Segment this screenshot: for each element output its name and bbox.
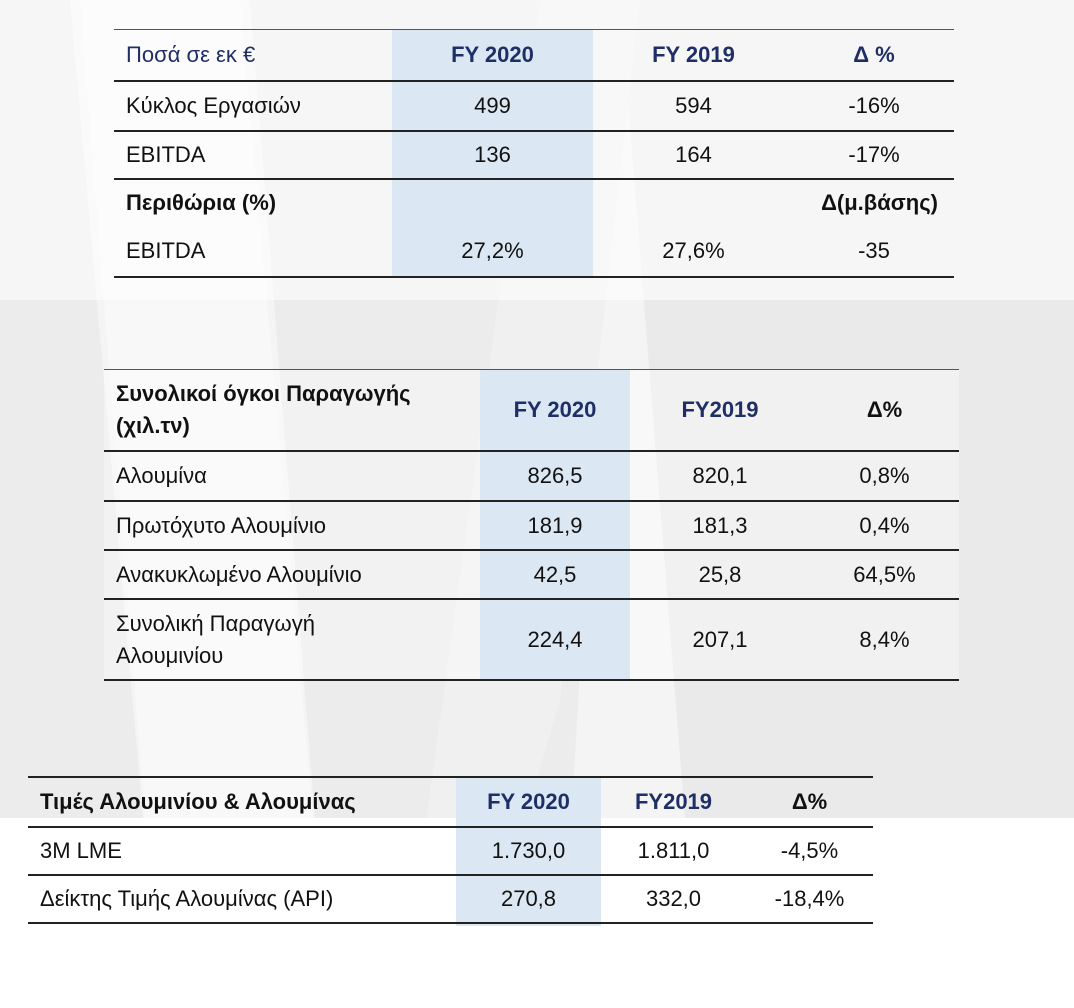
header-delta: Δ %: [853, 42, 895, 67]
table-row: Ανακυκλωμένο Αλουμίνιο 42,5 25,8 64,5%: [104, 551, 959, 598]
header-fy2020: FY 2020: [451, 42, 534, 67]
value-delta: -17%: [848, 142, 900, 167]
header-fy2020: FY 2020: [487, 789, 570, 814]
value-delta: -35: [858, 238, 890, 263]
table-row: EBITDA 27,2% 27,6% -35: [114, 226, 954, 276]
header-amounts-label: Ποσά σε εκ €: [126, 42, 256, 67]
table-top-border: [114, 29, 954, 30]
value-fy2019: 164: [675, 142, 712, 167]
value-delta: -4,5%: [780, 838, 839, 863]
value-delta: 0,4%: [859, 512, 910, 538]
row-label: Αλουμίνα: [116, 463, 207, 488]
value-fy2020: 1.730,0: [491, 838, 566, 863]
row-divider: [114, 80, 954, 82]
value-fy2019: 181,3: [692, 512, 748, 538]
table-header-row: Τιμές Αλουμινίου & Αλουμίνας FY 2020 FY2…: [28, 778, 873, 826]
table-top-border: [28, 776, 873, 778]
table-row: 3M LME 1.730,0 1.811,0 -4,5%: [28, 828, 873, 874]
financial-summary-table: Ποσά σε εκ € FY 2020 FY 2019 Δ % Κύκλος …: [114, 29, 954, 278]
header-prices-label: Τιμές Αλουμινίου & Αλουμίνας: [40, 789, 356, 814]
header-fy2020: FY 2020: [513, 397, 597, 422]
row-divider: [28, 874, 873, 876]
value-fy2020: 826,5: [527, 463, 583, 488]
table-header-row: Συνολικοί όγκοι Παραγωγής (χιλ.τν) FY 20…: [104, 370, 959, 450]
header-volumes-label: Συνολικοί όγκοι Παραγωγής (χιλ.τν): [116, 381, 411, 438]
row-divider: [114, 178, 954, 180]
row-divider: [104, 450, 959, 452]
row-label: Ανακυκλωμένο Αλουμίνιο: [116, 561, 362, 587]
row-label: Κύκλος Εργασιών: [126, 93, 301, 118]
value-delta: 8,4%: [859, 626, 910, 652]
header-fy2019: FY2019: [634, 789, 713, 814]
row-label: Πρωτόχυτο Αλουμίνιο: [116, 512, 326, 538]
table-row: Συνολική Παραγωγή Αλουμινίου 224,4 207,1…: [104, 600, 959, 679]
table-bottom-border: [104, 679, 959, 681]
row-label: Συνολική Παραγωγή Αλουμινίου: [116, 610, 315, 668]
header-delta: Δ%: [791, 789, 828, 814]
table-row: Πρωτόχυτο Αλουμίνιο 181,9 181,3 0,4%: [104, 502, 959, 549]
value-fy2019: 332,0: [645, 886, 702, 911]
aluminium-prices-table: Τιμές Αλουμινίου & Αλουμίνας FY 2020 FY2…: [28, 776, 873, 926]
row-divider: [104, 598, 959, 600]
value-delta: -16%: [848, 93, 900, 118]
table-row: Δείκτης Τιμής Αλουμίνας (API) 270,8 332,…: [28, 876, 873, 922]
table-row: Κύκλος Εργασιών 499 594 -16%: [114, 82, 954, 130]
row-label: Δείκτης Τιμής Αλουμίνας (API): [40, 886, 334, 911]
value-fy2020: 224,4: [527, 626, 583, 652]
value-delta: -18,4%: [774, 886, 845, 911]
value-fy2020: 42,5: [533, 561, 577, 587]
value-fy2019: 594: [675, 93, 712, 118]
highlight-column-fy2020: [480, 370, 630, 681]
value-fy2019: 1.811,0: [637, 838, 710, 863]
row-divider: [114, 130, 954, 132]
value-delta: 0,8%: [859, 463, 910, 488]
table-bottom-border: [114, 276, 954, 278]
row-label: 3M LME: [40, 838, 122, 863]
value-fy2020: 136: [474, 142, 511, 167]
value-fy2020: 499: [474, 93, 511, 118]
value-fy2019: 820,1: [692, 463, 748, 488]
row-label: EBITDA: [126, 238, 206, 263]
section-label: Περιθώρια (%): [126, 190, 277, 215]
production-volumes-table: Συνολικοί όγκοι Παραγωγής (χιλ.τν) FY 20…: [104, 369, 959, 681]
value-fy2020: 270,8: [500, 886, 557, 911]
value-delta: 64,5%: [853, 561, 916, 587]
highlight-column-fy2020: [456, 776, 601, 926]
row-divider: [28, 826, 873, 828]
value-fy2020: 181,9: [527, 512, 583, 538]
table-row: EBITDA 136 164 -17%: [114, 132, 954, 178]
row-divider: [104, 549, 959, 551]
section-delta-label: Δ(μ.βάσης): [821, 190, 938, 215]
highlight-column-fy2020: [392, 30, 593, 278]
value-fy2020: 27,2%: [461, 238, 524, 263]
value-fy2019: 207,1: [692, 626, 748, 652]
header-fy2019: FY2019: [681, 397, 759, 422]
row-label: EBITDA: [126, 142, 206, 167]
header-fy2019: FY 2019: [652, 42, 735, 67]
value-fy2019: 27,6%: [662, 238, 725, 263]
table-bottom-border: [28, 922, 873, 924]
table-header-row: Ποσά σε εκ € FY 2020 FY 2019 Δ %: [114, 30, 954, 80]
row-divider: [104, 500, 959, 502]
value-fy2019: 25,8: [698, 561, 742, 587]
header-delta: Δ%: [866, 397, 903, 422]
table-row: Αλουμίνα 826,5 820,1 0,8%: [104, 452, 959, 500]
table-top-border: [104, 369, 959, 370]
section-header-row: Περιθώρια (%) Δ(μ.βάσης): [114, 180, 954, 226]
